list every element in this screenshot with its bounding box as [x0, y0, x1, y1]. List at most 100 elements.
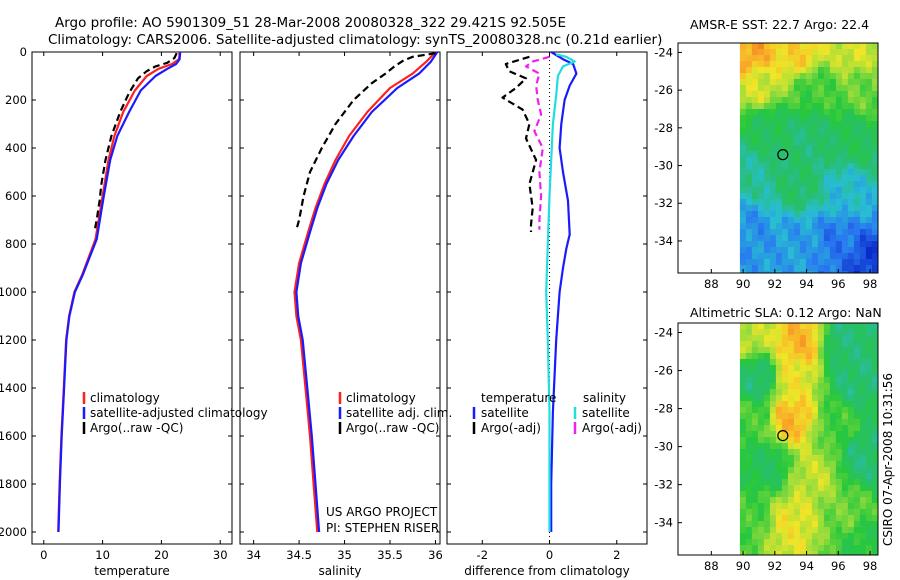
map-cell	[865, 109, 873, 116]
map-cell	[859, 323, 867, 330]
map-cell	[757, 235, 765, 242]
map-cell	[787, 49, 795, 56]
map-cell	[775, 169, 783, 176]
map-cell	[853, 341, 861, 348]
map-cell	[805, 247, 813, 254]
map-cell	[835, 377, 843, 384]
map-cell	[847, 205, 855, 212]
map-cell	[835, 235, 843, 242]
map-cell	[871, 103, 878, 110]
map-cell	[823, 491, 831, 498]
legend-label: Argo(-adj)	[481, 421, 541, 435]
map-cell	[865, 473, 873, 480]
map-cell	[829, 157, 837, 164]
map-cell	[853, 413, 861, 420]
map-cell	[775, 121, 783, 128]
map-cell	[841, 163, 849, 170]
map-cell	[751, 247, 759, 254]
map-cell	[835, 461, 843, 468]
map-cell	[745, 443, 753, 450]
map-cell	[745, 247, 753, 254]
map-cell	[763, 497, 771, 504]
map-cell	[775, 389, 783, 396]
map-cell	[793, 223, 801, 230]
map-cell	[793, 91, 801, 98]
map-cell	[811, 437, 819, 444]
map-cell	[841, 545, 849, 552]
map-cell	[787, 199, 795, 206]
map-cell	[739, 521, 747, 528]
map-cell	[871, 127, 878, 134]
map-cell	[835, 539, 843, 546]
series-line-temperature-argo-adj-	[501, 55, 538, 232]
map-cell	[835, 431, 843, 438]
map-cell	[805, 455, 813, 462]
map-cell	[739, 545, 747, 552]
map-cell	[745, 115, 753, 122]
map-cell	[823, 401, 831, 408]
map-cell	[751, 217, 759, 224]
map-cell	[829, 91, 837, 98]
map-cell	[829, 509, 837, 516]
map-cell	[745, 109, 753, 116]
map-cell	[739, 163, 747, 170]
map-cell	[823, 175, 831, 182]
map-cell	[847, 521, 855, 528]
map-cell	[841, 539, 849, 546]
map-cell	[853, 425, 861, 432]
map-cell	[811, 205, 819, 212]
map-cell	[811, 425, 819, 432]
map-cell	[853, 359, 861, 366]
map-cell	[859, 551, 867, 555]
map-cell	[853, 175, 861, 182]
map-cell	[757, 91, 765, 98]
map-cell	[793, 67, 801, 74]
map-cell	[805, 371, 813, 378]
map-cell	[757, 55, 765, 62]
map-cell	[793, 503, 801, 510]
map-cell	[817, 157, 825, 164]
map-cell	[775, 509, 783, 516]
map-cell	[823, 323, 831, 330]
map-cell	[757, 479, 765, 486]
map-cell	[871, 431, 878, 438]
map-cell	[829, 55, 837, 62]
map-cell	[739, 205, 747, 212]
map-cell	[847, 217, 855, 224]
map-cell	[853, 527, 861, 534]
map-cell	[847, 49, 855, 56]
map-cell	[829, 175, 837, 182]
map-cell	[811, 533, 819, 540]
map-cell	[799, 533, 807, 540]
map-cell	[829, 229, 837, 236]
map-cell	[781, 121, 789, 128]
map-cell	[757, 61, 765, 68]
map-cell	[775, 431, 783, 438]
map-cell	[745, 235, 753, 242]
map-cell	[763, 139, 771, 146]
map-cell	[745, 49, 753, 56]
map-cell	[793, 323, 801, 330]
map-cell	[751, 181, 759, 188]
map-cell	[739, 217, 747, 224]
map-cell	[793, 115, 801, 122]
map-cell	[763, 389, 771, 396]
map-cell	[799, 509, 807, 516]
map-cell	[847, 437, 855, 444]
map-cell	[841, 419, 849, 426]
map-cell	[847, 329, 855, 336]
map-cell	[841, 97, 849, 104]
map-cell	[817, 449, 825, 456]
map-cell	[853, 485, 861, 492]
map-cell	[853, 151, 861, 158]
map-cell	[757, 353, 765, 360]
map-cell	[805, 365, 813, 372]
map-cell	[775, 151, 783, 158]
map-cell	[817, 253, 825, 260]
map-cell	[757, 491, 765, 498]
map-cell	[865, 265, 873, 272]
map-cell	[817, 205, 825, 212]
map-cell	[835, 229, 843, 236]
map-cell	[739, 157, 747, 164]
map-y-tick-label: -28	[654, 402, 673, 416]
